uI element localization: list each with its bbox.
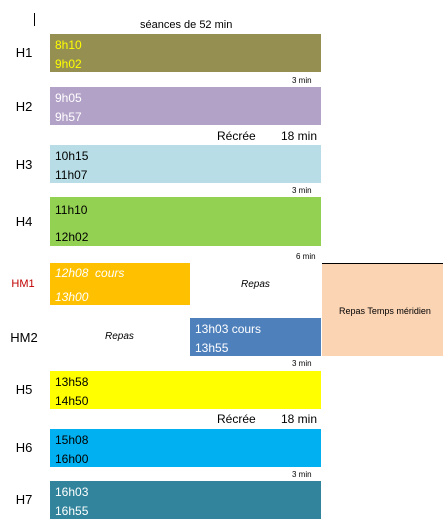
- start-time-h5: 13h58: [55, 375, 89, 389]
- gap-label-h4: 6 min: [296, 252, 316, 261]
- recreation-duration-1: 18 min: [281, 129, 318, 143]
- session-block-h4: 11h10 12h02: [50, 197, 321, 246]
- session-block-hm2: 13h03 cours 13h55: [190, 318, 321, 356]
- row-label-h5: H5: [15, 382, 33, 397]
- start-time-h1: 8h10: [55, 38, 82, 52]
- gap-label-hm2: 3 min: [292, 359, 312, 368]
- start-time-h2: 9h05: [55, 91, 82, 105]
- recreation-label-1: Récrée: [217, 129, 256, 143]
- gap-label-h1: 3 min: [292, 76, 312, 85]
- row-label-h4: H4: [15, 214, 33, 229]
- start-time-h3: 10h15: [55, 149, 89, 163]
- session-block-h1: 8h10 9h02: [50, 34, 321, 72]
- meridien-block: Repas Temps méridien: [322, 263, 443, 356]
- session-block-h7: 16h03 16h55: [50, 481, 321, 519]
- gap-label-h6: 3 min: [292, 470, 312, 479]
- end-time-h3: 11h07: [55, 168, 88, 182]
- row-label-h6: H6: [15, 440, 33, 455]
- session-block-hm1: 12h08 cours 13h00: [50, 263, 190, 305]
- start-time-h7: 16h03: [55, 485, 89, 499]
- start-time-h4: 11h10: [55, 203, 88, 217]
- row-label-h2: H2: [15, 99, 33, 114]
- end-time-h4: 12h02: [55, 230, 89, 244]
- session-block-h5: 13h58 14h50: [50, 371, 321, 409]
- end-time-h1: 9h02: [55, 57, 82, 71]
- session-block-h6: 15h08 16h00: [50, 429, 321, 467]
- row-label-h1: H1: [15, 45, 33, 60]
- row-label-h3: H3: [15, 157, 33, 172]
- end-time-h6: 16h00: [55, 452, 89, 466]
- start-time-h6: 15h08: [55, 433, 89, 447]
- cell-edge-mark: [34, 13, 35, 26]
- recreation-label-2: Récrée: [217, 412, 256, 426]
- start-time-hm1: 12h08 cours: [55, 266, 125, 280]
- row-label-hm1: HM1: [11, 278, 35, 290]
- end-time-hm1: 13h00: [55, 290, 89, 304]
- repas-label-hm2: Repas: [105, 331, 134, 342]
- repas-label-hm1: Repas: [241, 279, 270, 290]
- end-time-hm2: 13h55: [195, 341, 229, 355]
- meridien-label: Repas Temps méridien: [339, 306, 431, 316]
- row-label-h7: H7: [15, 492, 33, 507]
- session-block-h2: 9h05 9h57: [50, 87, 321, 125]
- row-label-hm2: HM2: [10, 330, 38, 345]
- page-title: séances de 52 min: [140, 19, 233, 31]
- end-time-h5: 14h50: [55, 394, 89, 408]
- session-block-h3: 10h15 11h07: [50, 145, 321, 183]
- recreation-duration-2: 18 min: [281, 412, 318, 426]
- start-time-hm2: 13h03 cours: [195, 322, 262, 336]
- end-time-h7: 16h55: [55, 504, 89, 518]
- gap-label-h3: 3 min: [292, 186, 312, 195]
- end-time-h2: 9h57: [55, 110, 82, 124]
